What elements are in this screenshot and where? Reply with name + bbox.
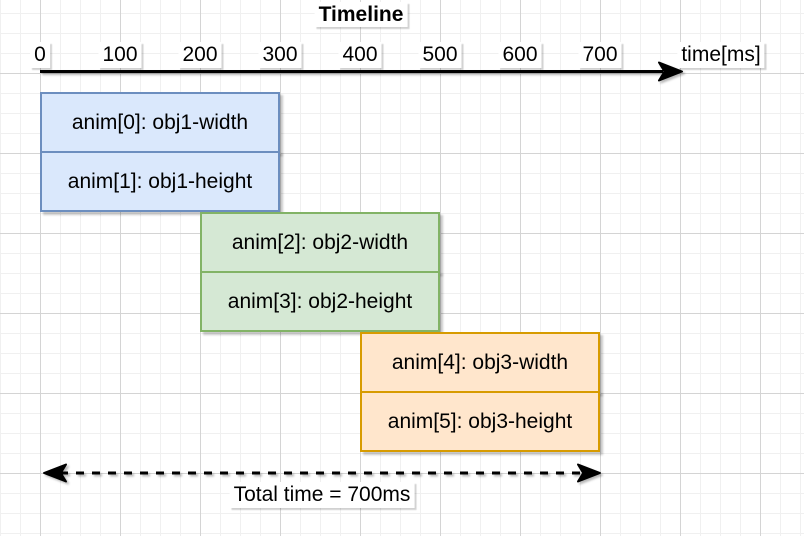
total-time-arrow[interactable] [43, 463, 601, 483]
bar-anim4-obj3-width[interactable]: anim[4]: obj3-width [360, 332, 600, 393]
axis-tick-400: 400 [338, 42, 382, 68]
total-time-label[interactable]: Total time = 700ms [229, 482, 415, 508]
axis-tick-100: 100 [98, 42, 142, 68]
bar-anim3-obj2-height[interactable]: anim[3]: obj2-height [200, 271, 440, 332]
bar-label: anim[3]: obj2-height [227, 289, 413, 313]
axis-tick-600: 600 [498, 42, 542, 68]
bar-label: anim[0]: obj1-width [71, 110, 249, 134]
axis-tick-300: 300 [258, 42, 302, 68]
bar-label: anim[1]: obj1-height [67, 169, 253, 193]
diagram-title[interactable]: Timeline [314, 2, 408, 27]
bar-label: anim[5]: obj3-height [387, 409, 573, 433]
bar-anim1-obj1-height[interactable]: anim[1]: obj1-height [40, 151, 280, 212]
axis-tick-0: 0 [30, 42, 50, 68]
axis-unit-label: time[ms] [677, 42, 765, 68]
bar-group-obj2: anim[2]: obj2-width anim[3]: obj2-height [200, 212, 440, 332]
bar-group-obj3: anim[4]: obj3-width anim[5]: obj3-height [360, 332, 600, 452]
bar-label: anim[2]: obj2-width [231, 230, 409, 254]
axis-tick-200: 200 [178, 42, 222, 68]
axis-tick-500: 500 [418, 42, 462, 68]
bar-anim2-obj2-width[interactable]: anim[2]: obj2-width [200, 212, 440, 273]
bar-group-obj1: anim[0]: obj1-width anim[1]: obj1-height [40, 92, 280, 212]
bar-label: anim[4]: obj3-width [391, 350, 569, 374]
bar-anim0-obj1-width[interactable]: anim[0]: obj1-width [40, 92, 280, 153]
bar-anim5-obj3-height[interactable]: anim[5]: obj3-height [360, 391, 600, 452]
axis-tick-700: 700 [578, 42, 622, 68]
